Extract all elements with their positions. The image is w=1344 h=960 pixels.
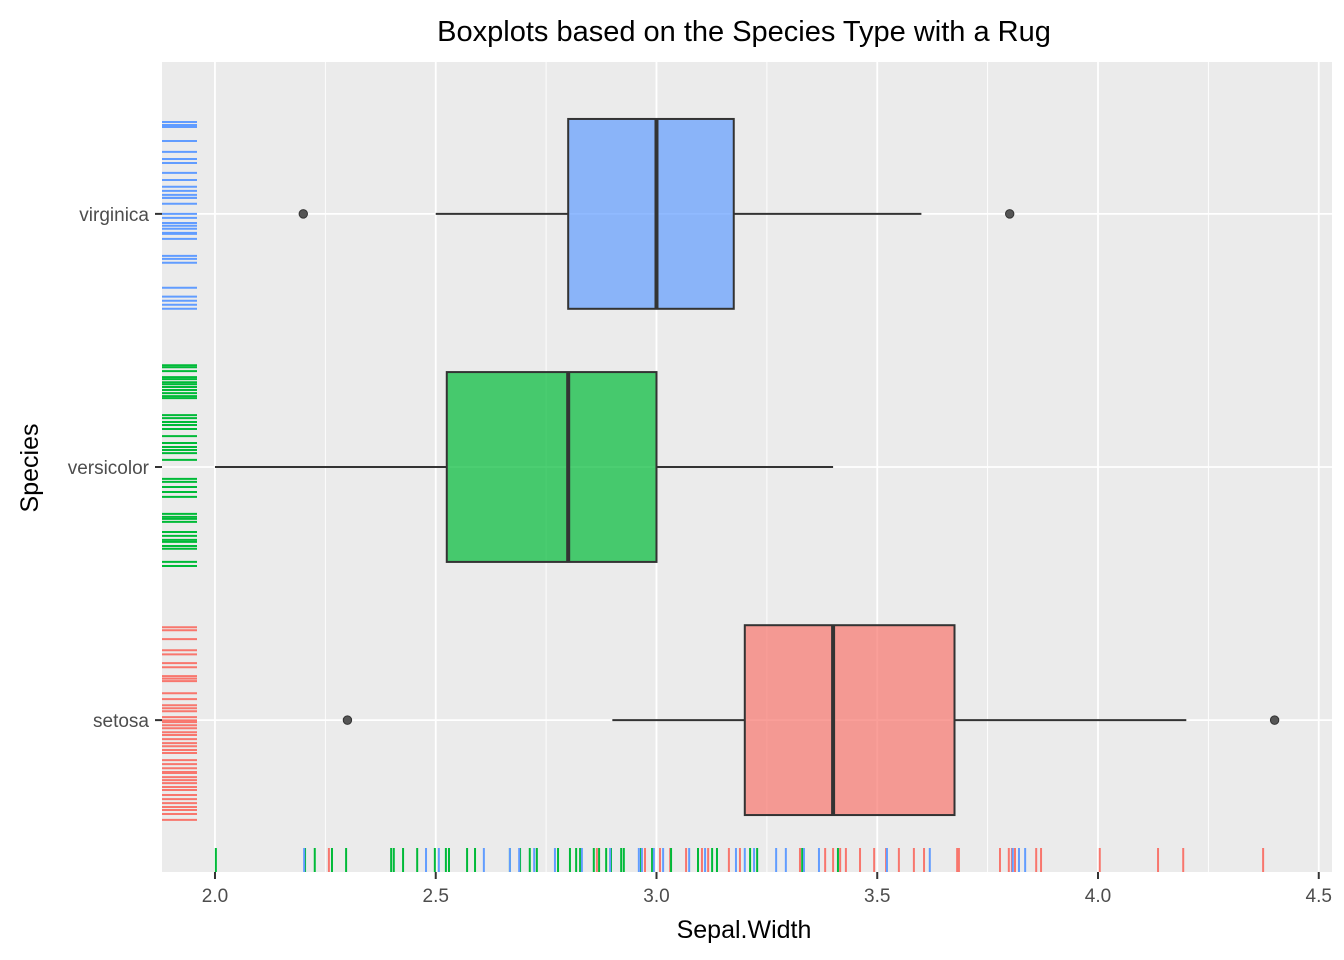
y-rug <box>162 120 197 821</box>
x-tick-label: 4.0 <box>1085 886 1111 907</box>
box <box>743 624 956 817</box>
boxplots <box>214 117 1280 817</box>
boxplot-setosa <box>342 624 1280 817</box>
y-axis: setosa versicolor virginica <box>68 205 162 732</box>
x-tick-label: 3.5 <box>864 886 890 907</box>
y-tick-label: setosa <box>93 711 149 732</box>
x-axis-title: Sepal.Width <box>677 916 812 944</box>
y-tick-label: versicolor <box>68 458 150 479</box>
box <box>567 117 735 310</box>
outlier-point <box>1004 209 1015 219</box>
box <box>445 371 658 563</box>
x-tick-label: 4.5 <box>1306 886 1332 907</box>
y-tick-label: virginica <box>79 205 149 226</box>
outlier-point <box>1269 715 1280 725</box>
y-axis-title: Species <box>16 424 44 513</box>
boxplot-virginica <box>298 117 1015 310</box>
x-tick-label: 2.0 <box>202 886 228 907</box>
chart-title: Boxplots based on the Species Type with … <box>437 16 1051 48</box>
x-rug <box>214 848 1265 872</box>
outlier-point <box>298 209 308 219</box>
x-tick-label: 3.0 <box>643 886 669 907</box>
x-axis: 2.0 2.5 3.0 3.5 4.0 4.5 <box>202 872 1332 907</box>
outlier-point <box>342 715 353 725</box>
x-tick-label: 2.5 <box>423 886 449 907</box>
boxplot-versicolor <box>214 371 834 563</box>
